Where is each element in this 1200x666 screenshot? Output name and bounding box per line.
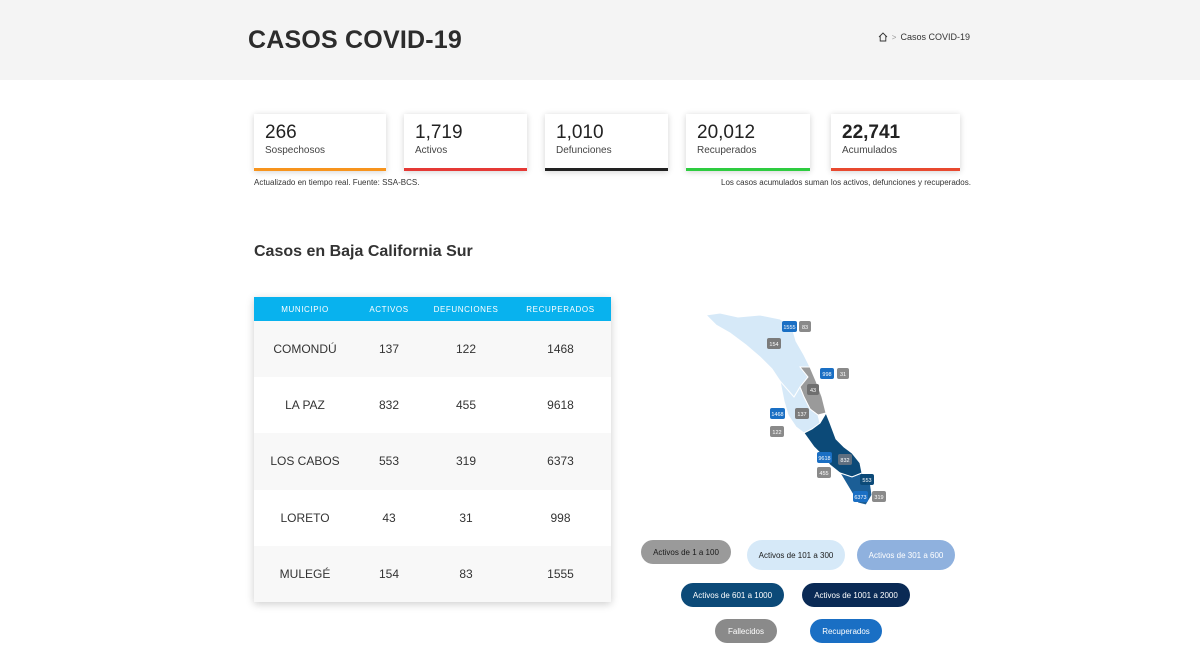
stat-color-bar — [831, 168, 960, 171]
section-title: Casos en Baja California Sur — [254, 243, 473, 260]
lapaz-active-badge — [838, 454, 852, 465]
page-title: CASOS COVID-19 — [248, 26, 462, 54]
legend-activos-101-300[interactable]: Activos de 101 a 300 — [747, 540, 845, 570]
legend-activos-1001-2000[interactable]: Activos de 1001 a 2000 — [802, 583, 910, 607]
column-header-activos: ACTIVOS — [369, 304, 409, 314]
column-header-recuperados: RECUPERADOS — [526, 304, 595, 314]
mulege-active-badge — [767, 338, 781, 349]
cell-activos: 154 — [378, 566, 400, 581]
table-row: LA PAZ 832 455 9618 — [254, 377, 611, 433]
mulege-recovered-badge — [782, 321, 797, 332]
cell-recuperados: 9618 — [547, 398, 574, 413]
stat-value: 20,012 — [697, 122, 756, 143]
legend-recuperados[interactable]: Recuperados — [810, 619, 882, 643]
loscabos-active-badge — [860, 474, 874, 485]
column-header-defunciones: DEFUNCIONES — [433, 304, 499, 314]
stat-value: 266 — [265, 122, 297, 143]
legend-activos-301-600[interactable]: Activos de 301 a 600 — [857, 540, 955, 570]
stat-color-bar — [545, 168, 668, 171]
stat-value: 22,741 — [842, 122, 901, 143]
mulege-deaths-text: 83 — [802, 325, 808, 331]
legend-activos-1-100[interactable]: Activos de 1 a 100 — [641, 540, 731, 564]
cell-municipio: LORETO — [280, 510, 330, 525]
loscabos-deaths-text: 319 — [874, 495, 883, 501]
lapaz-deaths-badge — [817, 467, 831, 478]
stat-label: Recuperados — [697, 145, 757, 156]
stat-label: Sospechosos — [265, 145, 326, 156]
table-row: LOS CABOS 553 319 6373 — [254, 433, 611, 490]
stat-color-bar — [404, 168, 527, 171]
table-body: COMONDÚ 137 122 1468 LA PAZ 832 455 9618… — [254, 321, 611, 602]
lapaz-recovered-text: 9618 — [818, 456, 830, 462]
legend-fallecidos[interactable]: Fallecidos — [715, 619, 777, 643]
stat-value: 1,010 — [556, 122, 604, 143]
column-header-municipio: MUNICIPIO — [281, 304, 329, 314]
table-row: LORETO 43 31 998 — [254, 490, 611, 546]
cell-municipio: LOS CABOS — [270, 454, 340, 469]
loscabos-recovered-text: 6373 — [854, 495, 866, 501]
mulege-deaths-badge — [799, 321, 811, 332]
loscabos-active-text: 553 — [862, 478, 871, 484]
cell-municipio: COMONDÚ — [273, 342, 337, 357]
stat-label: Defunciones — [556, 145, 612, 156]
legend-activos-601-1000[interactable]: Activos de 601 a 1000 — [681, 583, 784, 607]
cell-municipio: MULEGÉ — [279, 566, 331, 581]
comondu-active-text: 137 — [797, 412, 806, 418]
stat-label: Acumulados — [842, 145, 898, 156]
comondu-recovered-text: 1468 — [771, 412, 783, 418]
lapaz-deaths-text: 455 — [819, 471, 828, 477]
loreto-deaths-badge — [837, 368, 849, 379]
stat-card-recuperados: 20,012 Recuperados — [686, 114, 810, 171]
cell-defunciones: 31 — [459, 510, 473, 525]
cell-defunciones: 122 — [455, 342, 477, 357]
cell-defunciones: 83 — [459, 566, 473, 581]
cell-recuperados: 1555 — [547, 566, 574, 581]
home-icon[interactable] — [878, 32, 888, 42]
loreto-recovered-text: 998 — [822, 372, 831, 378]
comondu-active-badge — [795, 408, 809, 419]
cell-activos: 553 — [378, 454, 400, 469]
loreto-active-text: 43 — [810, 388, 816, 394]
accumulated-note: Los casos acumulados suman los activos, … — [721, 178, 971, 187]
page-header: CASOS COVID-19 > Casos COVID-19 — [0, 0, 1200, 80]
cases-table: MUNICIPIO ACTIVOS DEFUNCIONES RECUPERADO… — [254, 297, 611, 602]
loreto-recovered-badge — [820, 368, 834, 379]
cell-recuperados: 6373 — [547, 454, 574, 469]
table-header: MUNICIPIO ACTIVOS DEFUNCIONES RECUPERADO… — [254, 297, 611, 321]
breadcrumb: > Casos COVID-19 — [878, 32, 970, 42]
cell-recuperados: 998 — [550, 510, 571, 525]
lapaz-recovered-badge — [817, 452, 832, 463]
stat-card-defunciones: 1,010 Defunciones — [545, 114, 668, 171]
breadcrumb-separator: > — [891, 32, 897, 42]
loreto-active-badge — [807, 384, 819, 395]
stat-card-activos: 1,719 Activos — [404, 114, 527, 171]
cell-defunciones: 319 — [455, 454, 477, 469]
comondu-deaths-badge — [770, 426, 784, 437]
stat-color-bar — [254, 168, 386, 171]
lapaz-active-text: 832 — [840, 458, 849, 464]
update-note: Actualizado en tiempo real. Fuente: SSA-… — [254, 178, 420, 187]
mulege-recovered-text: 1555 — [783, 325, 795, 331]
loscabos-deaths-badge — [872, 491, 886, 502]
cell-activos: 137 — [378, 342, 400, 357]
stat-card-acumulados: 22,741 Acumulados — [831, 114, 960, 171]
cell-activos: 832 — [378, 398, 400, 413]
breadcrumb-current: Casos COVID-19 — [900, 32, 970, 42]
stat-color-bar — [686, 168, 810, 171]
loreto-deaths-text: 31 — [840, 372, 846, 378]
loscabos-recovered-badge — [853, 491, 868, 502]
comondu-deaths-text: 122 — [772, 430, 781, 436]
cell-activos: 43 — [382, 510, 396, 525]
stat-value: 1,719 — [415, 122, 463, 143]
bcs-map: 1555 83 154 998 31 43 1468 137 122 9618 … — [704, 312, 886, 506]
cell-recuperados: 1468 — [547, 342, 574, 357]
table-row: COMONDÚ 137 122 1468 — [254, 321, 611, 378]
cell-defunciones: 455 — [455, 398, 477, 413]
table-row: MULEGÉ 154 83 1555 — [254, 545, 611, 602]
mulege-active-text: 154 — [769, 342, 778, 348]
cell-municipio: LA PAZ — [285, 398, 325, 413]
stat-label: Activos — [415, 145, 448, 156]
comondu-recovered-badge — [770, 408, 785, 419]
stat-card-sospechosos: 266 Sospechosos — [254, 114, 386, 171]
